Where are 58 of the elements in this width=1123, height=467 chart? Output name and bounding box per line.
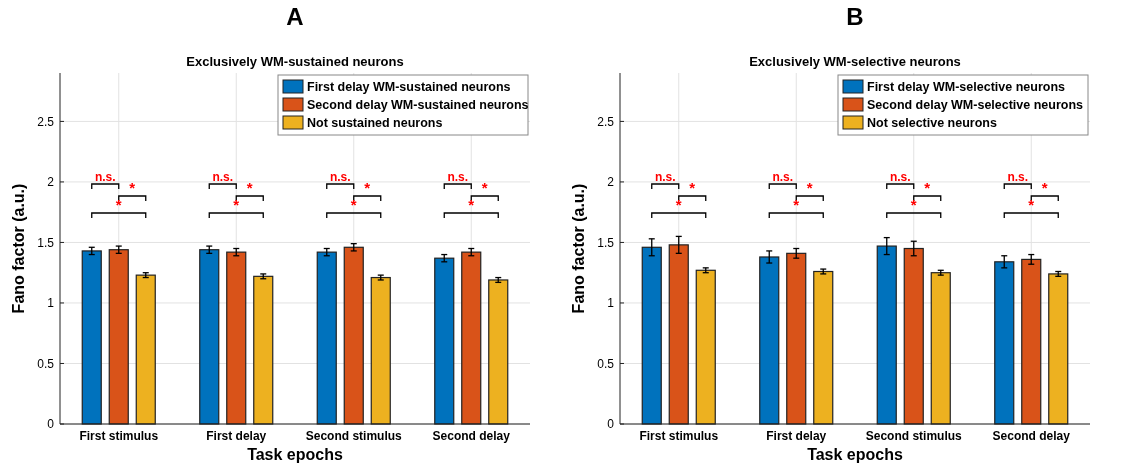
annotation: * [468, 196, 475, 213]
y-tick-label: 0 [47, 417, 55, 432]
x-tick-label: Second stimulus [305, 429, 403, 443]
y-tick-label: 2.5 [37, 114, 55, 129]
annotation: * [1041, 179, 1048, 196]
y-tick-label: 0 [607, 417, 615, 432]
text: B [846, 3, 864, 30]
annotation: * [689, 179, 696, 196]
annotation: n.s. [1007, 170, 1029, 184]
annotation: n.s. [329, 170, 351, 184]
annotation: n.s. [889, 170, 911, 184]
y-tick-label: 0.5 [597, 356, 615, 371]
x-axis-title: Task epochs [807, 446, 903, 463]
legend-label: Second delay WM-sustained neurons [307, 98, 529, 113]
legend-label: First delay WM-sustained neurons [307, 80, 511, 95]
x-tick-label: First delay [206, 429, 267, 443]
annotation: n.s. [654, 170, 676, 184]
annotation: * [910, 196, 917, 213]
y-tick-label: 1 [47, 296, 55, 311]
text: A [286, 3, 304, 30]
y-tick-label: 2.5 [597, 114, 615, 129]
annotation: * [129, 179, 136, 196]
annotation: * [350, 196, 357, 213]
annotation: * [246, 179, 253, 196]
legend-label: Second delay WM-selective neurons [867, 98, 1084, 113]
annotation: * [233, 196, 240, 213]
annotation: n.s. [94, 170, 116, 184]
y-axis-title: Fano factor (a.u.) [570, 183, 587, 314]
chart-title: Exclusively WM-selective neurons [749, 54, 961, 69]
annotation: * [364, 179, 371, 196]
y-tick-label: 2 [47, 175, 55, 190]
y-tick-label: 1.5 [597, 235, 615, 250]
annotation: * [675, 196, 682, 213]
annotation: * [806, 179, 813, 196]
annotation: n.s. [212, 170, 234, 184]
x-tick-label: Second delay [992, 429, 1071, 443]
y-axis-title: Fano factor (a.u.) [10, 183, 27, 314]
y-tick-label: 1.5 [37, 235, 55, 250]
annotation: * [924, 179, 931, 196]
annotation: * [793, 196, 800, 213]
x-tick-label: Second delay [432, 429, 511, 443]
x-tick-label: Second stimulus [865, 429, 963, 443]
annotation: n.s. [447, 170, 469, 184]
x-tick-label: First stimulus [639, 429, 719, 443]
legend-label: Not selective neurons [867, 116, 997, 131]
x-axis-title: Task epochs [247, 446, 343, 463]
legend-label: First delay WM-selective neurons [867, 80, 1066, 95]
y-tick-label: 0.5 [37, 356, 55, 371]
annotation: * [1028, 196, 1035, 213]
annotation: * [115, 196, 122, 213]
y-tick-label: 1 [607, 296, 615, 311]
y-tick-label: 2 [607, 175, 615, 190]
legend-label: Not sustained neurons [307, 116, 443, 131]
annotation: n.s. [772, 170, 794, 184]
x-tick-label: First stimulus [79, 429, 159, 443]
annotation: * [481, 179, 488, 196]
x-tick-label: First delay [766, 429, 827, 443]
chart-title: Exclusively WM-sustained neurons [186, 54, 404, 69]
